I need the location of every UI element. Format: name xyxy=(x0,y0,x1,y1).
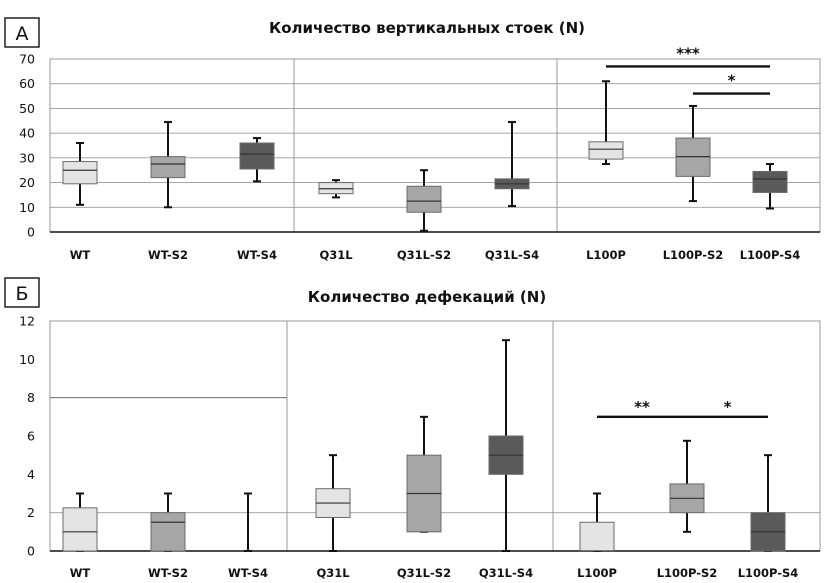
x-tick-label: WT-S2 xyxy=(148,566,188,580)
box-wt-s4 xyxy=(244,492,252,552)
box-q31l-s4 xyxy=(494,121,530,208)
box-wt-s2 xyxy=(150,492,186,552)
y-tick-label: 0 xyxy=(27,225,35,240)
y-tick-label: 8 xyxy=(27,390,35,405)
box-wt xyxy=(62,142,98,206)
significance-label: * xyxy=(728,72,736,90)
box-q31l xyxy=(315,454,351,552)
box-iqr xyxy=(150,156,186,179)
box-l100p-s4 xyxy=(752,163,788,210)
box-iqr xyxy=(406,185,442,213)
panel-label: А xyxy=(16,23,29,45)
box-iqr xyxy=(752,170,788,193)
box-wt xyxy=(62,492,98,552)
box-iqr xyxy=(150,512,186,552)
y-tick-label: 6 xyxy=(27,429,35,444)
box-wt-s4 xyxy=(239,137,275,183)
box-l100p xyxy=(588,80,624,166)
chart-title: Количество вертикальных стоек (N) xyxy=(269,19,585,37)
box-l100p-s4 xyxy=(750,454,786,552)
box-iqr xyxy=(239,142,275,170)
box-iqr xyxy=(318,182,354,195)
significance-label: ** xyxy=(634,398,650,416)
x-tick-label: WT xyxy=(70,248,91,262)
box-iqr xyxy=(62,507,98,552)
box-l100p xyxy=(579,492,615,552)
box-iqr xyxy=(62,161,98,185)
panel-label-frame xyxy=(4,277,40,308)
panel-label: Б xyxy=(15,283,28,305)
x-tick-label: L100P-S2 xyxy=(657,566,718,580)
box-q31l xyxy=(318,179,354,199)
x-tick-label: WT xyxy=(70,566,91,580)
x-tick-label: L100P xyxy=(577,566,617,580)
x-tick-label: Q31L xyxy=(316,566,350,580)
box-q31l-s4 xyxy=(488,339,524,552)
box-iqr xyxy=(675,137,711,177)
x-tick-label: L100P-S2 xyxy=(663,248,724,262)
x-tick-label: Q31L-S2 xyxy=(397,566,451,580)
y-tick-label: 0 xyxy=(27,544,35,559)
x-tick-label: Q31L-S4 xyxy=(479,566,533,580)
x-tick-label: L100P xyxy=(586,248,626,262)
panel-2: Б Количество дефекаций (N) 0 2 4 6 8 10 12 WT WT-S… xyxy=(4,277,821,580)
y-tick-label: 10 xyxy=(19,352,35,367)
significance-label: * xyxy=(724,398,732,416)
significance-label: *** xyxy=(676,44,700,62)
y-tick-label: 4 xyxy=(27,467,35,482)
y-tick-label: 60 xyxy=(19,76,35,91)
x-tick-label: L100P-S4 xyxy=(738,566,799,580)
y-tick-label: 10 xyxy=(19,200,35,215)
y-tick-label: 50 xyxy=(19,101,35,116)
chart-title: Количество дефекаций (N) xyxy=(308,288,546,306)
box-iqr xyxy=(579,521,615,552)
y-tick-label: 12 xyxy=(19,314,35,329)
box-wt-s2 xyxy=(150,121,186,209)
y-tick-label: 40 xyxy=(19,126,35,141)
y-tick-label: 20 xyxy=(19,175,35,190)
x-tick-label: Q31L-S4 xyxy=(485,248,539,262)
box-l100p-s2 xyxy=(669,439,705,533)
x-tick-label: Q31L xyxy=(319,248,353,262)
box-q31l-s2 xyxy=(406,169,442,232)
panel-1: А Количество вертикальных стоек (N) 0 10 20 3… xyxy=(4,17,821,262)
x-tick-label: Q31L-S2 xyxy=(397,248,451,262)
box-iqr xyxy=(588,141,624,160)
y-tick-label: 2 xyxy=(27,505,35,520)
panel-label-frame xyxy=(4,17,40,48)
y-tick-label: 30 xyxy=(19,150,35,165)
x-tick-label: WT-S2 xyxy=(148,248,188,262)
x-tick-label: WT-S4 xyxy=(228,566,268,580)
y-tick-label: 70 xyxy=(19,52,35,67)
x-tick-label: L100P-S4 xyxy=(740,248,801,262)
box-q31l-s2 xyxy=(406,415,442,533)
x-tick-label: WT-S4 xyxy=(237,248,277,262)
box-l100p-s2 xyxy=(675,104,711,203)
